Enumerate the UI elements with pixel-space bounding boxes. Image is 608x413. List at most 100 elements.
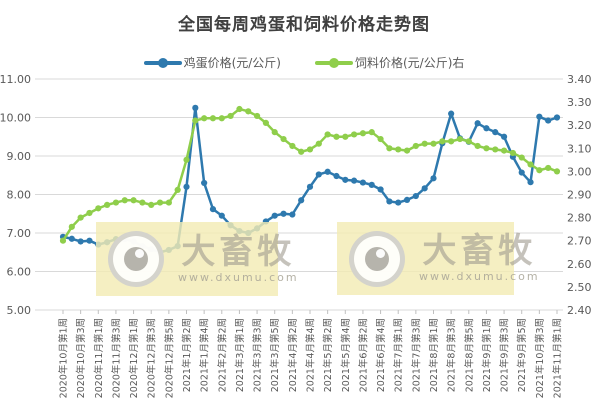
legend-dot-icon <box>157 57 168 68</box>
y-axis-label-right: 3.20 <box>567 119 592 132</box>
feed-price-point <box>183 156 190 163</box>
egg-price-point <box>377 186 384 193</box>
feed-price-point <box>68 223 75 230</box>
egg-price-point <box>306 183 314 190</box>
feed-price-point <box>289 142 296 150</box>
egg-price-point <box>448 110 455 117</box>
legend: 鸡蛋价格(元/公斤) 饲料价格(元/公斤)右 <box>0 54 608 71</box>
feed-price-point <box>227 112 234 120</box>
feed-price-point <box>156 199 164 206</box>
x-axis-label: 2021年4月第2周 <box>287 318 299 392</box>
egg-price-point <box>218 212 225 219</box>
egg-price-point <box>68 235 75 242</box>
feed-price-point <box>553 168 561 175</box>
egg-price-point <box>500 133 508 140</box>
feed-price-point <box>333 133 340 140</box>
x-axis-label: 2021年3月第1周 <box>234 318 246 392</box>
feed-price-point <box>536 167 543 174</box>
egg-price-point <box>483 125 490 132</box>
x-axis-label: 2020年11月第3周 <box>110 318 122 398</box>
x-axis-label: 2021年3月第3周 <box>252 318 264 392</box>
watermark-logo-pupil-icon <box>365 246 389 271</box>
feed-price-point <box>412 142 419 150</box>
feed-price-point <box>130 197 137 204</box>
feed-price-point <box>77 214 84 221</box>
feed-price-point <box>439 138 446 145</box>
feed-price-point <box>342 133 349 140</box>
egg-price-point <box>412 192 419 200</box>
watermark-logo-glint-icon <box>135 249 144 258</box>
x-axis-label: 2021年8月第3周 <box>446 318 458 392</box>
feed-price-point <box>201 115 208 122</box>
legend-item-egg-price[interactable]: 鸡蛋价格(元/公斤) <box>143 54 281 71</box>
feed-price-point <box>306 146 314 153</box>
egg-price-point <box>368 181 375 188</box>
egg-price-point <box>386 198 393 205</box>
watermark-brand-text: 大畜牧 <box>181 231 296 272</box>
y-axis-label-right: 2.70 <box>567 235 592 248</box>
y-axis-label-left: 6.00 <box>7 266 32 279</box>
watermark-brand-text: 大畜牧 <box>422 231 537 271</box>
x-axis-label: 2021年6月第4周 <box>375 318 387 392</box>
feed-price-point <box>351 131 358 138</box>
egg-price-point <box>342 176 349 183</box>
egg-price-point <box>553 114 561 121</box>
feed-price-point <box>112 199 120 206</box>
feed-price-point <box>121 197 128 204</box>
feed-price-point <box>509 149 516 157</box>
feed-price-point <box>209 115 217 122</box>
x-axis-label: 2021年10月第3周 <box>534 318 546 398</box>
feed-price-point <box>218 115 225 122</box>
feed-price-line-swatch-icon <box>315 57 353 68</box>
feed-price-point <box>403 147 411 154</box>
x-axis-label: 2020年10月第3周 <box>75 318 87 398</box>
egg-price-point <box>192 104 199 111</box>
egg-price-point <box>359 179 367 186</box>
feed-price-point <box>368 129 375 136</box>
egg-price-point <box>77 238 84 245</box>
egg-price-point <box>430 175 437 182</box>
y-axis-label-left: 8.00 <box>7 189 32 202</box>
egg-price-point <box>536 113 543 120</box>
feed-price-point <box>86 209 93 217</box>
feed-price-point <box>377 135 384 143</box>
y-axis-label-left: 9.00 <box>7 150 32 163</box>
feed-price-point <box>280 135 287 143</box>
egg-price-point <box>527 179 534 186</box>
watermark-logo-eye-icon <box>349 230 405 287</box>
egg-price-point <box>183 183 190 190</box>
y-axis-label-right: 2.50 <box>567 281 592 294</box>
watermark-url-text: www.dxumu.com <box>178 270 299 284</box>
y-axis-label-right: 2.90 <box>567 189 592 202</box>
feed-price-point <box>262 119 269 126</box>
x-axis-label: 2021年5月第2周 <box>322 318 334 392</box>
feed-price-point <box>430 140 437 147</box>
egg-price-point <box>201 179 208 187</box>
feed-price-point <box>95 205 102 212</box>
x-axis-label: 2021年8月第1周 <box>428 318 440 392</box>
egg-price-point <box>403 196 411 203</box>
feed-price-point <box>395 146 402 153</box>
feed-price-point <box>492 146 499 153</box>
x-axis-label: 2021年3月第5周 <box>269 318 281 392</box>
y-axis-label-right: 2.60 <box>567 258 592 271</box>
feed-price-point <box>527 161 534 168</box>
y-axis-label-right: 3.30 <box>567 96 592 109</box>
feed-price-point <box>148 201 155 208</box>
egg-price-point <box>280 210 287 217</box>
legend-item-feed-price[interactable]: 饲料价格(元/公斤)右 <box>315 54 464 71</box>
egg-price-point <box>492 129 499 136</box>
feed-price-point <box>236 105 243 113</box>
x-axis-label: 2021年9月第5周 <box>516 318 528 392</box>
feed-price-point <box>271 129 278 136</box>
x-axis-label: 2021年1月第4周 <box>199 318 211 392</box>
legend-dot-icon <box>329 57 339 68</box>
feed-price-point <box>474 142 481 150</box>
legend-label-egg-price: 鸡蛋价格(元/公斤) <box>183 56 281 70</box>
egg-price-point <box>324 168 331 175</box>
feed-price-point <box>324 131 331 138</box>
x-axis-label: 2020年12月第3周 <box>146 318 158 398</box>
feed-price-point <box>139 199 146 206</box>
